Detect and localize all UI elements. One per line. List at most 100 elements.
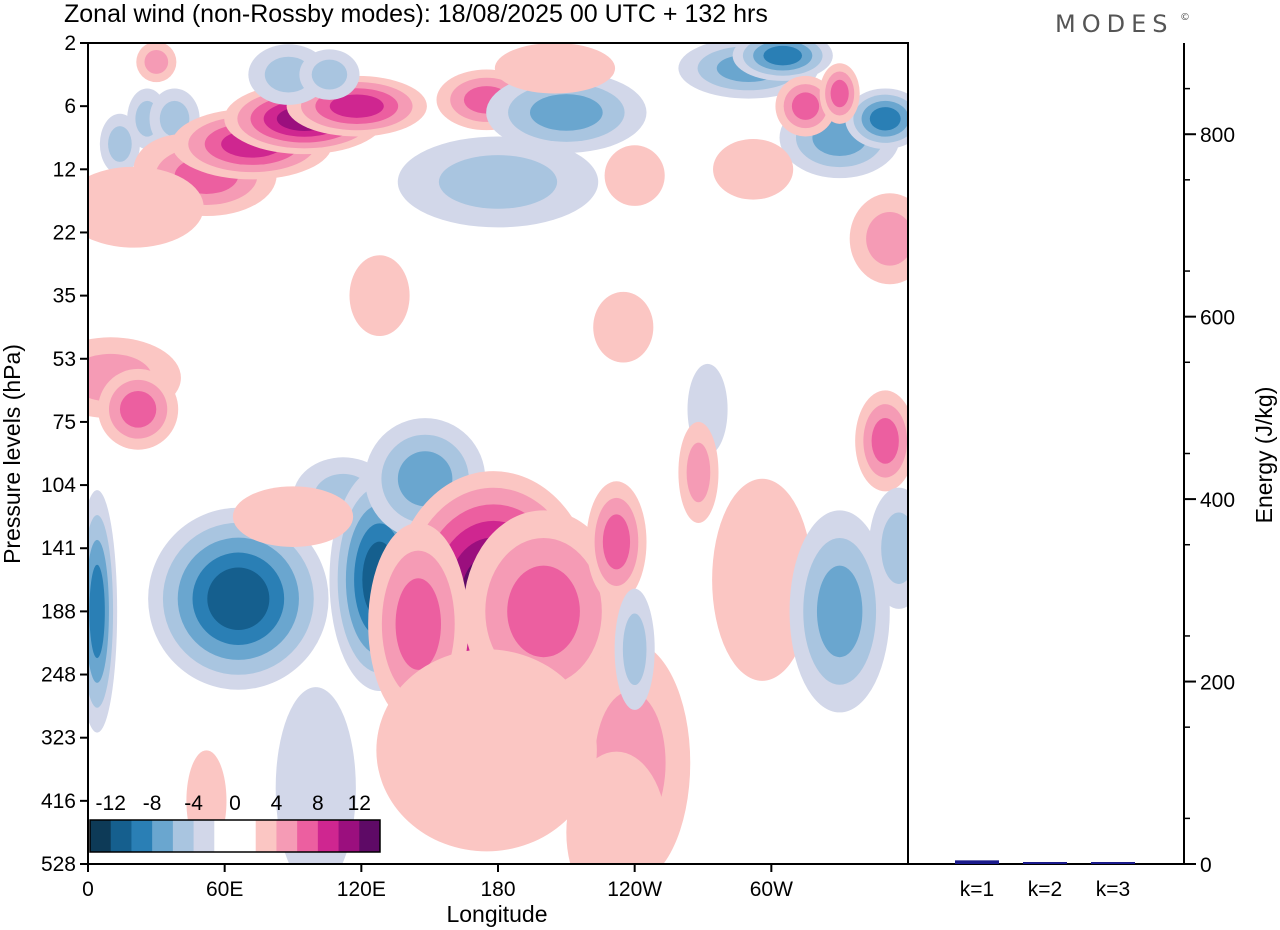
colorbar-swatch (297, 820, 319, 852)
pressure-tick-label: 35 (53, 285, 76, 308)
pressure-tick-label: 528 (41, 853, 76, 876)
colorbar-frame (89, 819, 381, 853)
colorbar-swatch (214, 820, 236, 852)
energy-panel: 0 200 400 600 800 k=1 k=2 k=3 (907, 43, 1235, 901)
colorbar-swatch (90, 820, 112, 852)
pressure-axis: 2 6 12 22 35 53 75 104 141 188 248 323 416 528 (41, 32, 88, 876)
pressure-tick-label: 2 (64, 32, 76, 55)
wind-anomaly-blob (349, 255, 410, 337)
colorbar-swatch (359, 820, 381, 852)
contour-level (395, 578, 441, 670)
y-axis-label: Pressure levels (hPa) (0, 344, 25, 564)
wind-anomaly-blob (98, 368, 179, 450)
wind-anomaly-blob (275, 687, 356, 864)
wind-anomaly-blob (586, 481, 647, 603)
contour-level (494, 43, 616, 94)
wind-anomaly-blob (593, 291, 654, 363)
energy-category-label: k=3 (1096, 878, 1130, 901)
longitude-tick-label: 60E (206, 878, 243, 901)
contour-level (438, 155, 558, 209)
contour-level (232, 486, 354, 547)
pressure-tick-label: 248 (41, 664, 76, 687)
colorbar-swatch (131, 820, 153, 852)
contour-level (712, 478, 813, 681)
contour-level (604, 145, 665, 206)
pressure-tick-label: 6 (64, 95, 76, 118)
wind-anomaly-blob (868, 487, 908, 609)
colorbar-swatch (172, 820, 195, 852)
contour-level (713, 138, 794, 200)
pressure-tick-label: 323 (41, 727, 76, 750)
contour-level (866, 211, 908, 266)
contour-level (329, 94, 384, 118)
wind-anomaly-blob (712, 478, 813, 681)
contour-level (275, 687, 356, 864)
contour-level (529, 94, 603, 131)
energy-bar (1023, 862, 1067, 864)
wind-anomaly-blob (604, 145, 665, 206)
contour-level (622, 613, 647, 686)
colorbar-tick-label: -12 (96, 792, 126, 815)
chart-title: Zonal wind (non-Rossby modes): 18/08/202… (64, 0, 768, 28)
longitude-tick-label: 180 (480, 878, 515, 901)
energy-tick-label: 200 (1200, 672, 1235, 695)
wind-anomaly-blob (678, 421, 719, 523)
energy-tick-label: 400 (1200, 489, 1235, 512)
colorbar-swatch (276, 820, 298, 852)
energy-bar (955, 860, 999, 864)
contour-level (144, 50, 169, 74)
contour-level (264, 56, 313, 93)
colorbar-swatch (193, 820, 215, 852)
pressure-tick-label: 75 (53, 411, 76, 434)
wind-anomaly-blob (376, 649, 597, 852)
pressure-tick-label: 22 (53, 221, 76, 244)
contour-level (593, 291, 654, 363)
wind-anomaly-blob (232, 486, 354, 547)
energy-tick-label: 600 (1200, 307, 1235, 330)
colorbar-swatch (110, 820, 132, 852)
colorbar-tick-label: -4 (184, 792, 203, 815)
longitude-tick-label: 120E (337, 878, 386, 901)
wind-anomaly-blob (845, 88, 908, 150)
wind-anomaly-blob (614, 588, 655, 710)
wind-anomaly-blob (849, 193, 908, 285)
contour-level (869, 107, 901, 131)
pressure-tick-label: 104 (41, 474, 76, 497)
pressure-tick-label: 12 (53, 158, 76, 181)
wind-anomaly-blob (136, 43, 177, 83)
pressure-tick-label: 188 (41, 600, 76, 623)
contour-level (816, 565, 863, 658)
wind-anomaly-blob (299, 49, 360, 100)
wind-anomaly-blob (713, 138, 794, 200)
contour-level (871, 417, 899, 464)
colorbar-swatch (152, 820, 174, 852)
contour-level (791, 92, 820, 120)
colorbar-tick-label: -8 (143, 792, 162, 815)
colorbar-swatch (317, 820, 340, 852)
pressure-tick-label: 141 (41, 537, 76, 560)
contour-level (763, 45, 803, 66)
contour-level (88, 166, 204, 248)
longitude-tick-label: 0 (82, 878, 94, 901)
wind-anomaly-blob (855, 390, 908, 492)
wind-anomaly-blob (732, 43, 833, 81)
colorbar-swatch (235, 820, 257, 852)
contour-level (686, 442, 711, 503)
wind-anomaly-blob (789, 510, 890, 713)
contour-level (207, 567, 270, 631)
modes-logo: MODES (1055, 10, 1173, 38)
contour-level (108, 126, 132, 162)
energy-axis-label: Energy (J/kg) (1251, 387, 1277, 524)
energy-tick-label: 800 (1200, 124, 1235, 147)
wind-anomaly-blob (819, 63, 860, 124)
colorbar-swatch (338, 820, 360, 852)
wind-anomaly-blob (148, 507, 329, 690)
x-axis-label: Longitude (446, 901, 547, 927)
colorbar-swatch (255, 820, 277, 852)
longitude-tick-label: 120W (607, 878, 662, 901)
contour-level (89, 564, 105, 659)
wind-anomaly-blob (494, 43, 616, 94)
heatmap-field (88, 43, 908, 864)
contour-level (881, 512, 908, 584)
